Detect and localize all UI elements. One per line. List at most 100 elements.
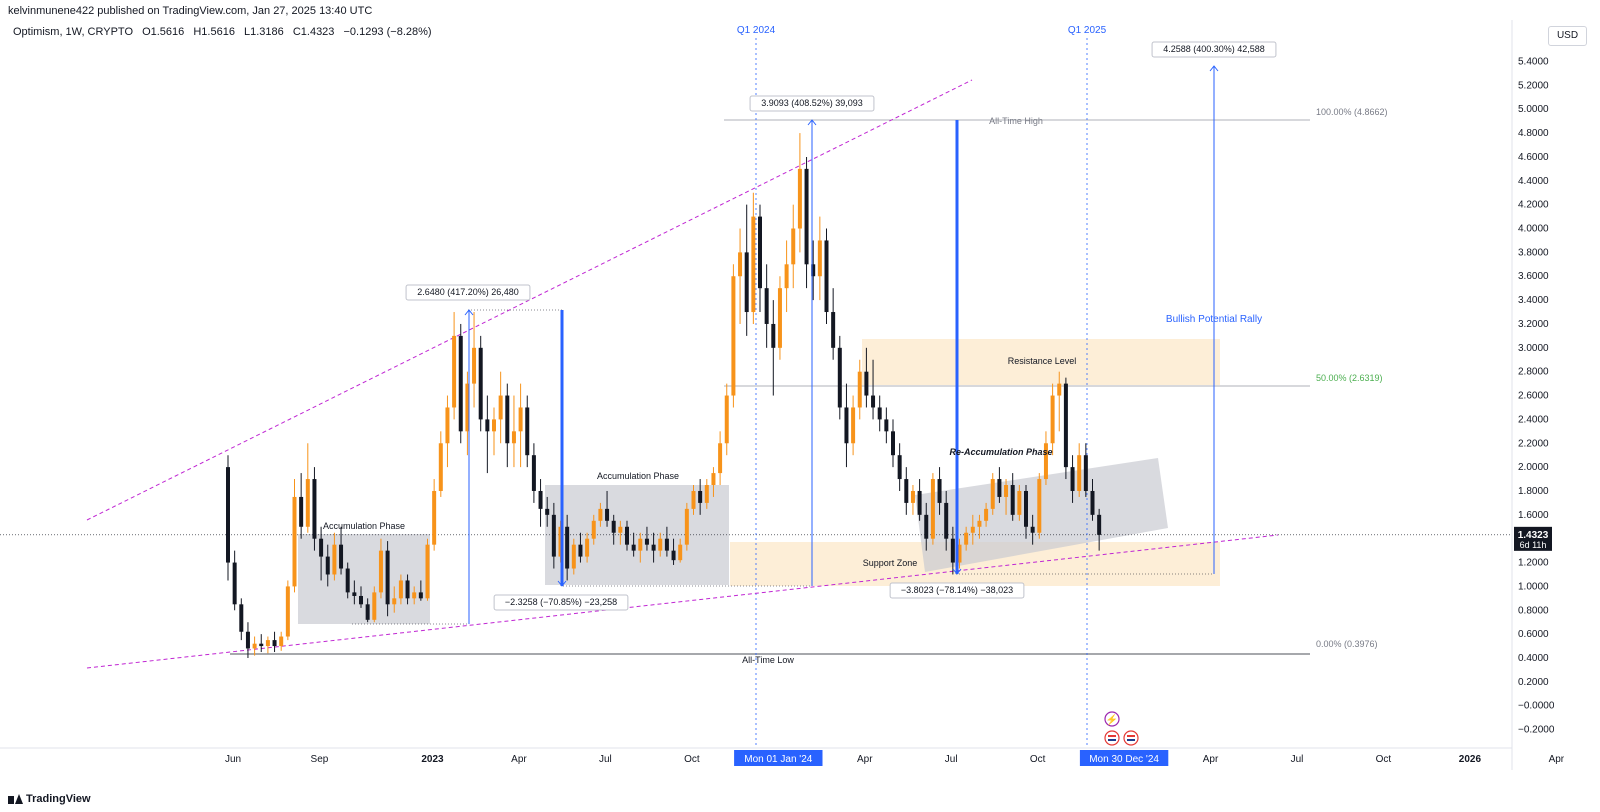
candle-body-92 xyxy=(837,347,842,408)
candle-body-71 xyxy=(698,490,703,503)
x-tick-7: Apr xyxy=(857,754,873,765)
candle-body-66 xyxy=(664,538,669,551)
y-tick-2: 5.0000 xyxy=(1518,104,1549,115)
bullish-rally-label: Bullish Potential Rally xyxy=(1166,314,1262,325)
measure-3-label: 3.9093 (408.52%) 39,093 xyxy=(761,98,863,108)
measure-2-label-box xyxy=(493,594,629,611)
candle-body-100 xyxy=(891,431,895,456)
us-flag-stripe-b-1 xyxy=(1127,739,1135,741)
candle-body-74 xyxy=(718,443,723,474)
candle-body-44 xyxy=(518,407,523,432)
open-value: O1.5616 xyxy=(142,26,185,38)
candle-body-126 xyxy=(1063,383,1068,468)
candle-body-61 xyxy=(631,544,636,551)
candle-body-6 xyxy=(265,640,270,647)
candle-body-94 xyxy=(851,407,856,444)
candle-body-0 xyxy=(226,467,230,563)
candle-body-121 xyxy=(1030,526,1035,533)
candle-body-106 xyxy=(930,479,935,539)
candle-body-5 xyxy=(259,643,264,647)
candle-body-58 xyxy=(611,520,616,533)
y-tick-13: 2.8000 xyxy=(1518,367,1549,378)
resistance-zone xyxy=(862,339,1220,385)
tradingview-icon xyxy=(8,794,23,804)
measure-2-label: −2.3258 (−70.85%) −23,258 xyxy=(505,597,617,607)
candle-body-78 xyxy=(744,252,749,313)
published-line: kelvinmunene422 published on TradingView… xyxy=(8,5,373,17)
candle-body-73 xyxy=(711,473,716,486)
candle-body-8 xyxy=(279,636,284,647)
candle-body-43 xyxy=(511,431,516,444)
measure-4-label: −3.8023 (−78.14%) −38,023 xyxy=(901,585,1013,595)
candle-body-32 xyxy=(438,443,443,491)
candle-body-1 xyxy=(232,562,237,605)
candle-body-90 xyxy=(824,240,829,313)
lightning-glyph: ⚡ xyxy=(1106,713,1118,726)
candle-body-120 xyxy=(1024,490,1028,527)
candle-body-16 xyxy=(332,544,337,575)
candle-body-45 xyxy=(525,407,530,456)
candle-body-98 xyxy=(877,407,882,420)
y-tick-26: 0.2000 xyxy=(1518,677,1549,688)
candle-body-57 xyxy=(605,508,610,521)
measure-4-label-box xyxy=(889,582,1025,599)
us-flag-stripe-a-1 xyxy=(1127,735,1135,737)
tradingview-logo[interactable]: TradingView xyxy=(8,793,91,805)
candle-body-14 xyxy=(319,538,324,557)
candle-body-56 xyxy=(598,508,603,521)
candle-body-39 xyxy=(485,419,490,432)
y-tick-24: 0.6000 xyxy=(1518,629,1549,640)
q1-2025-label: Q1 2025 xyxy=(1068,25,1107,36)
accumulation-label-1: Accumulation Phase xyxy=(323,521,405,531)
candle-body-113 xyxy=(977,520,982,527)
accumulation-box-1 xyxy=(298,534,430,624)
candle-body-25 xyxy=(392,598,397,605)
candle-body-10 xyxy=(292,496,297,587)
candle-body-131 xyxy=(1097,514,1102,535)
candle-body-69 xyxy=(684,508,689,545)
candle-body-51 xyxy=(565,526,570,569)
q1-2024-label: Q1 2024 xyxy=(737,25,776,36)
measure-1-label-box xyxy=(405,284,531,301)
candle-body-125 xyxy=(1057,383,1062,396)
y-tick-23: 0.8000 xyxy=(1518,605,1549,616)
candle-body-112 xyxy=(970,526,975,533)
candle-body-38 xyxy=(478,347,483,420)
candle-body-12 xyxy=(305,479,310,527)
candle-body-47 xyxy=(538,490,543,509)
us-flag-stripe-a-0 xyxy=(1108,735,1116,737)
candle-body-130 xyxy=(1090,490,1095,515)
x-tick-6: Mon 01 Jan '24 xyxy=(744,754,813,765)
candle-body-17 xyxy=(339,544,344,569)
y-tick-21: 1.2000 xyxy=(1518,558,1549,569)
fib-100-label: 100.00% (4.8662) xyxy=(1316,107,1388,117)
y-tick-6: 4.2000 xyxy=(1518,200,1549,211)
symbol-name[interactable]: Optimism, 1W, CRYPTO xyxy=(13,26,134,38)
re-accumulation-box xyxy=(915,458,1168,572)
x-tick-5: Oct xyxy=(684,754,700,765)
currency-button[interactable]: USD xyxy=(1548,26,1587,46)
y-tick-17: 2.0000 xyxy=(1518,462,1549,473)
symbol-legend: Optimism, 1W, CRYPTO O1.5616 H1.5616 L1.… xyxy=(13,26,438,38)
lower-trendline xyxy=(86,534,1279,669)
x-tick-14: 2026 xyxy=(1459,754,1482,765)
x-tick-9: Oct xyxy=(1030,754,1046,765)
candle-body-48 xyxy=(545,508,550,515)
fib-50-label: 50.00% (2.6319) xyxy=(1316,373,1383,383)
x-tick-bg-6 xyxy=(734,750,823,766)
y-tick-9: 3.6000 xyxy=(1518,271,1549,282)
candle-body-34 xyxy=(452,335,457,408)
measure-5-arrow-head xyxy=(1209,65,1219,72)
brand-label: TradingView xyxy=(26,793,91,805)
candle-body-99 xyxy=(884,419,889,432)
ath-label: All-Time High xyxy=(989,116,1043,126)
candle-body-54 xyxy=(585,538,590,557)
y-tick-15: 2.4000 xyxy=(1518,414,1549,425)
measure-3-arrow-head xyxy=(807,119,817,126)
candle-body-72 xyxy=(704,485,709,503)
candle-body-80 xyxy=(758,216,762,289)
candle-body-41 xyxy=(498,395,503,420)
measure-1-label: 2.6480 (417.20%) 26,480 xyxy=(417,287,519,297)
support-label: Support Zone xyxy=(863,558,918,568)
